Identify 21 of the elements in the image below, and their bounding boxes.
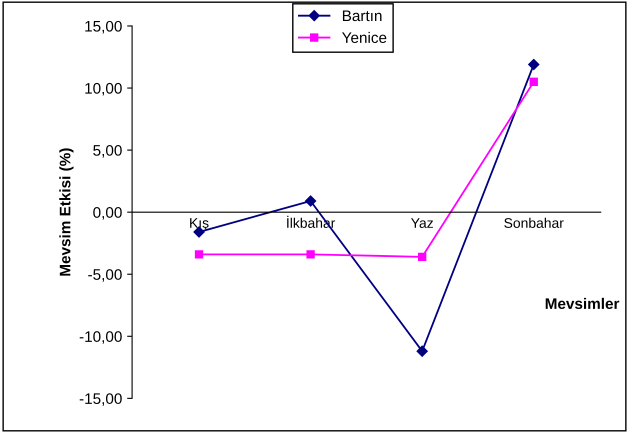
y-tick-label: 0,00: [93, 207, 122, 220]
x-tick-label: Yaz: [411, 218, 433, 228]
x-tick-label: Kış: [190, 218, 209, 231]
legend-label: Yenice: [342, 32, 386, 44]
legend-label: Bartın: [342, 10, 382, 22]
y-tick-label: -15,00: [80, 393, 122, 406]
point: [416, 346, 428, 357]
y-tick-label: 15,00: [85, 20, 122, 34]
point: [306, 250, 315, 259]
point: [418, 252, 426, 262]
y-tick-label: 10,00: [85, 82, 122, 96]
y-tick-label: -5,00: [88, 269, 122, 282]
x-tick-label: Sonbahar: [504, 218, 564, 228]
y-tick-label: -10,00: [80, 331, 122, 344]
y-axis-title: Mevsim Etkisi (%): [59, 148, 74, 276]
point: [530, 78, 538, 86]
point: [305, 195, 316, 207]
point: [194, 250, 204, 259]
point: [528, 58, 540, 70]
x-axis-title: Mevsimler: [546, 298, 620, 310]
y-tick-label: 5,00: [93, 144, 122, 158]
